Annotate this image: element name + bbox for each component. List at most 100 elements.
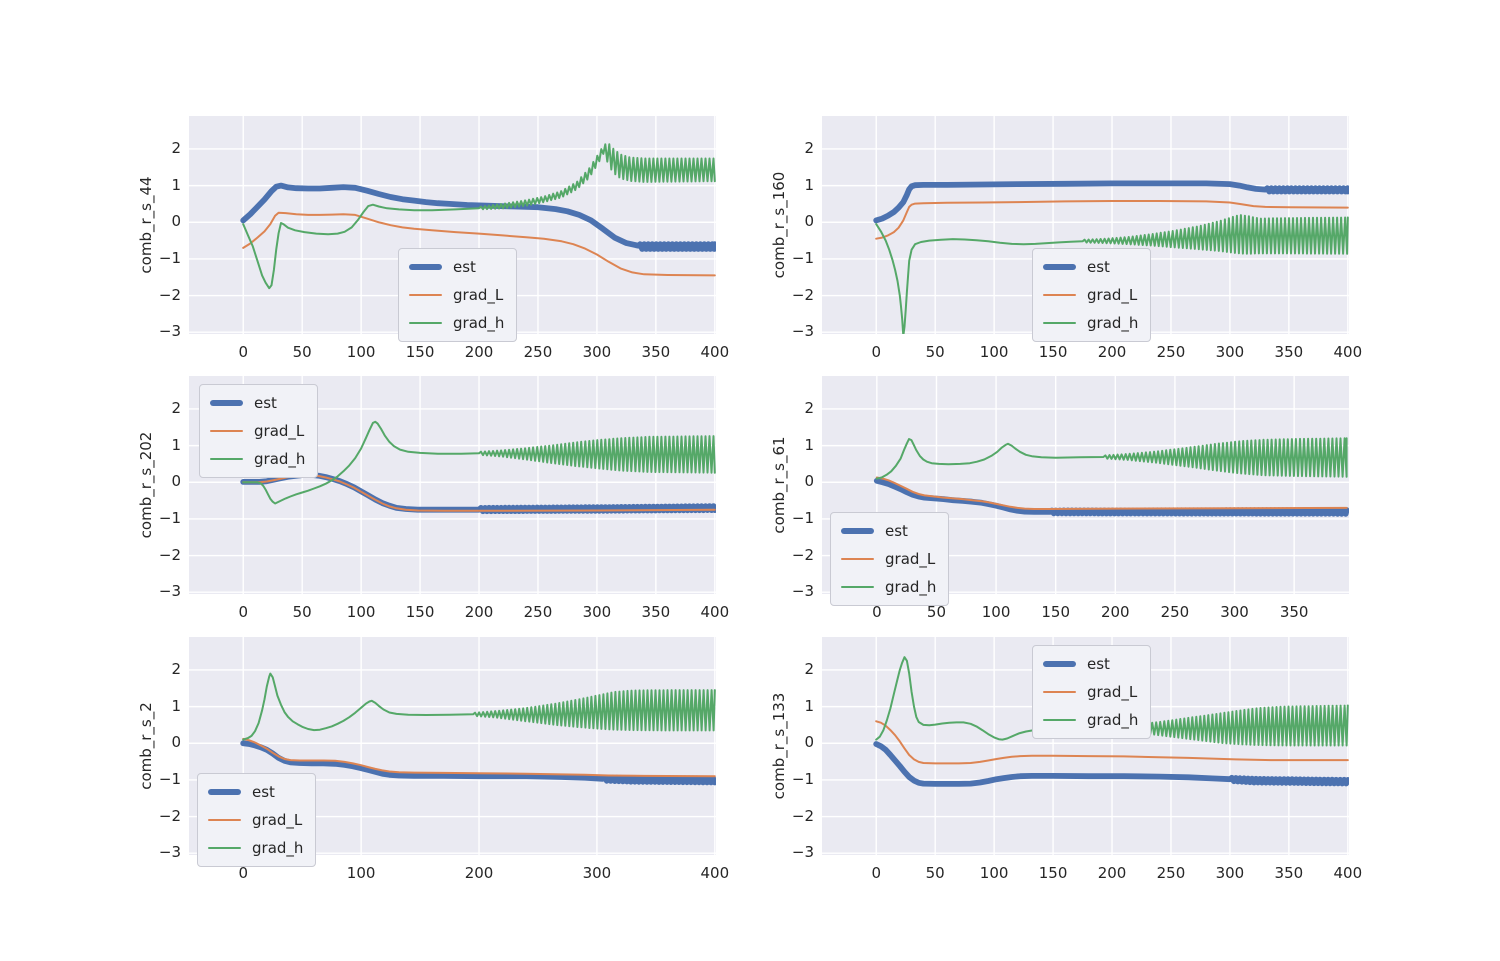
legend-item-grad_h: grad_h (1043, 708, 1138, 732)
y-tick-label: 2 (804, 138, 814, 157)
y-tick-label: 1 (171, 696, 181, 715)
x-tick-label: 50 (292, 343, 312, 361)
legend-item-grad_L: grad_L (841, 547, 936, 571)
series-est (873, 477, 1349, 517)
x-tick-label: 200 (1097, 864, 1127, 882)
x-tick-label: 0 (872, 603, 882, 621)
x-tick-label: 250 (523, 603, 553, 621)
legend-label: grad_h (1087, 314, 1139, 332)
x-tick-label: 50 (925, 864, 945, 882)
x-tick-label: 350 (1274, 343, 1304, 361)
y-tick-label: −2 (158, 806, 181, 825)
legend-item-est: est (208, 780, 303, 804)
legend-line-sample-grad_h (1043, 718, 1076, 722)
y-tick-label: −2 (791, 545, 814, 564)
x-tick-label: 50 (292, 603, 312, 621)
legend-line-sample-grad_L (1043, 293, 1076, 297)
legend-item-est: est (841, 519, 936, 543)
x-tick-label: 0 (871, 864, 881, 882)
legend-item-grad_L: grad_L (1043, 283, 1138, 307)
legend-line-sample-grad_h (409, 321, 442, 325)
y-axis-label: comb_r_s_202 (137, 431, 155, 539)
x-tick-label: 50 (926, 603, 946, 621)
series-grad_L (875, 720, 1349, 765)
y-tick-label: 0 (804, 733, 814, 752)
y-tick-label: 2 (171, 138, 181, 157)
legend-line-sample-est (841, 528, 874, 534)
x-tick-label: 400 (700, 603, 730, 621)
y-tick-label: 1 (804, 696, 814, 715)
y-tick-label: −3 (158, 582, 181, 601)
x-tick-label: 150 (1038, 864, 1068, 882)
legend-item-grad_h: grad_h (210, 447, 305, 471)
legend-line-sample-est (208, 789, 241, 795)
legend-line-sample-grad_L (409, 293, 442, 297)
x-tick-label: 350 (1279, 603, 1309, 621)
series-grad_h (242, 143, 716, 290)
y-axis-label: comb_r_s_2 (137, 702, 155, 790)
series-est (240, 740, 716, 786)
subplot-comb_r_s_202: 0 50 100 150 200 250 300 350 400 −3 −2 −1 0 1 2 comb_r_… (137, 376, 729, 621)
x-tick-label: 0 (238, 603, 248, 621)
subplot-comb_r_s_133: 0 50 100 150 200 250 300 350 400 −3 −2 −1 0 1 2 comb_r_… (770, 637, 1362, 882)
x-tick-label: 200 (464, 343, 494, 361)
subplot-comb_r_s_44: 0 50 100 150 200 250 300 350 400 −3 −2 −1 0 1 2 comb_r_… (137, 116, 729, 361)
x-tick-label: 150 (1041, 603, 1070, 621)
legend-line-sample-est (210, 400, 243, 406)
x-tick-label: 200 (1097, 343, 1127, 361)
x-tick-label: 0 (238, 864, 248, 882)
legend-label: grad_L (1087, 683, 1138, 701)
y-tick-label: 1 (804, 435, 814, 454)
y-tick-label: 1 (171, 175, 181, 194)
plot-area (822, 637, 1349, 855)
y-tick-label: −3 (158, 322, 181, 341)
x-tick-label: 300 (1215, 864, 1245, 882)
series-grad_h (242, 672, 716, 741)
legend-label: grad_L (1087, 286, 1138, 304)
legend-label: grad_h (1087, 711, 1139, 729)
x-tick-label: 400 (700, 864, 730, 882)
y-tick-label: −1 (158, 248, 181, 267)
series-grad_h (875, 437, 1348, 480)
series-est (240, 182, 716, 252)
legend-label: est (1087, 655, 1110, 673)
y-tick-label: −2 (158, 285, 181, 304)
y-tick-label: 0 (804, 212, 814, 231)
legend-label: grad_h (252, 839, 304, 857)
x-tick-label: 150 (405, 343, 435, 361)
legend-item-est: est (1043, 652, 1138, 676)
legend-line-sample-grad_h (208, 846, 241, 850)
legend-item-grad_L: grad_L (210, 419, 305, 443)
legend-item-grad_L: grad_L (208, 808, 303, 832)
series-grad_L (875, 476, 1348, 510)
series-grad_L (875, 200, 1349, 240)
x-tick-label: 50 (925, 343, 945, 361)
y-tick-label: −1 (158, 508, 181, 527)
legend-item-grad_h: grad_h (409, 311, 504, 335)
y-tick-label: −1 (791, 508, 814, 527)
legend-label: est (453, 258, 476, 276)
legend: est grad_L grad_h (1032, 248, 1152, 342)
x-tick-label: 0 (871, 343, 881, 361)
y-axis-label: comb_r_s_44 (137, 176, 155, 274)
x-tick-label: 100 (346, 603, 376, 621)
y-tick-label: −3 (791, 843, 814, 862)
legend-line-sample-est (1043, 264, 1076, 270)
x-tick-label: 100 (981, 603, 1011, 621)
x-tick-label: 400 (1333, 343, 1363, 361)
series-est (873, 741, 1349, 787)
y-tick-label: −2 (791, 285, 814, 304)
y-tick-label: 0 (804, 472, 814, 491)
y-tick-label: 2 (171, 398, 181, 417)
y-tick-label: −1 (791, 248, 814, 267)
legend-line-sample-grad_h (210, 457, 243, 461)
legend-item-est: est (1043, 255, 1138, 279)
y-tick-label: 0 (171, 733, 181, 752)
legend-label: est (885, 522, 908, 540)
x-tick-label: 350 (1274, 864, 1304, 882)
legend-line-sample-est (409, 264, 442, 270)
subplot-comb_r_s_61: 0 50 100 150 200 250 300 350 −3 −2 −1 0 1 2 comb_r_s_6… (770, 376, 1349, 621)
series-grad_h (875, 214, 1349, 334)
y-tick-label: −3 (791, 322, 814, 341)
x-tick-label: 200 (464, 864, 494, 882)
